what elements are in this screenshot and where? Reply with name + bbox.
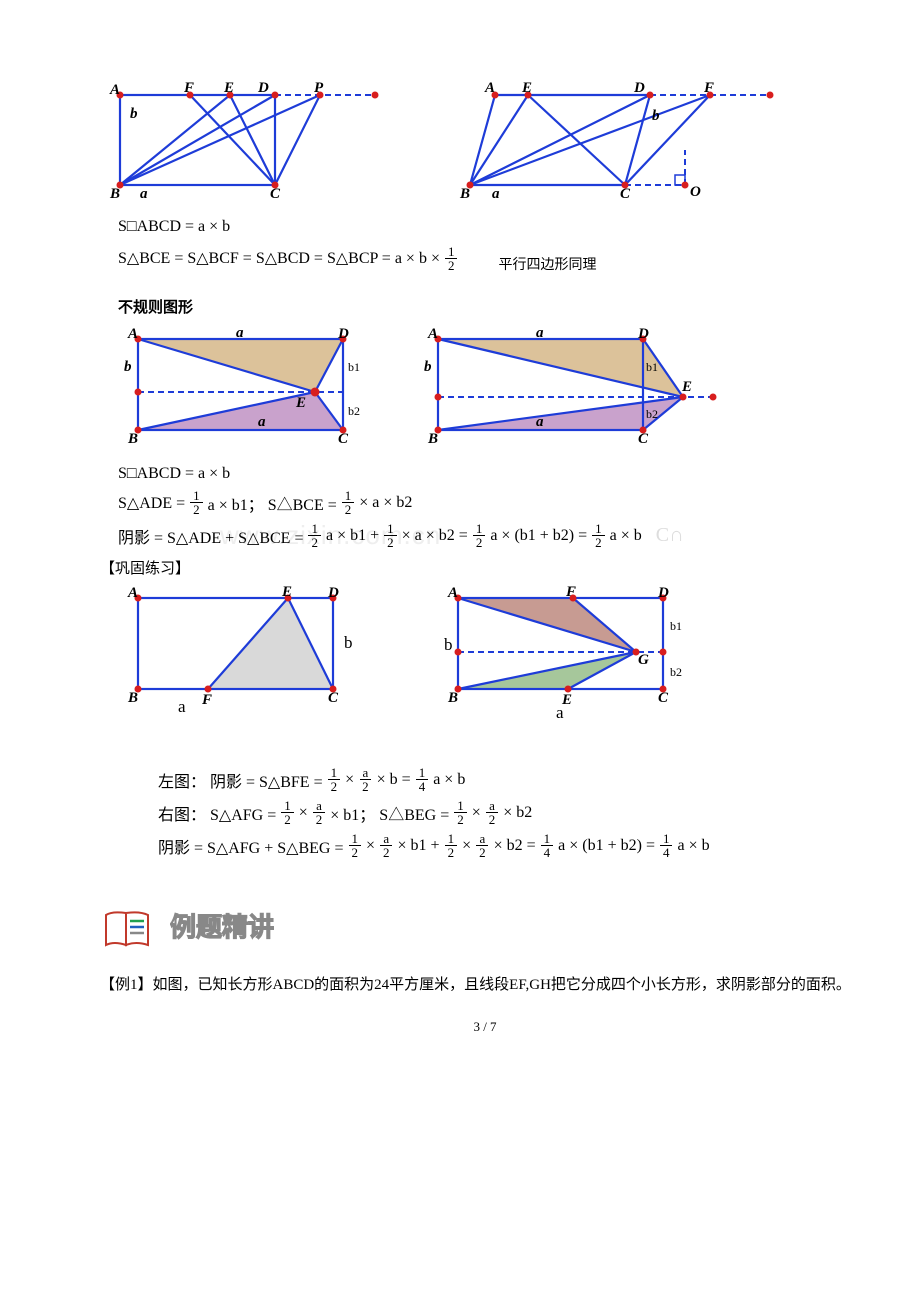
label-a: a	[140, 186, 148, 200]
book-icon	[100, 905, 156, 951]
svg-text:B: B	[459, 186, 470, 200]
svg-text:B: B	[127, 431, 138, 447]
label-C: C	[270, 186, 281, 200]
svg-text:E: E	[295, 395, 306, 411]
svg-text:F: F	[201, 692, 212, 708]
f1b: S△BCE = S△BCF = S△BCD = S△BCP = a × b ×	[118, 248, 440, 268]
svg-text:A: A	[447, 586, 458, 601]
svg-text:b: b	[124, 359, 132, 375]
label-A: A	[109, 82, 120, 98]
svg-text:E: E	[281, 586, 292, 600]
label-D: D	[257, 80, 269, 96]
row-2-diagrams: A B C D E a a b b1 b2 A B C D E a a b b1…	[118, 327, 870, 447]
frac-half-1: 12	[445, 245, 458, 272]
label-b: b	[130, 106, 138, 122]
label-B: B	[109, 186, 120, 200]
svg-text:例题精讲: 例题精讲	[170, 913, 274, 942]
diagram-prac-left: A B C D E F a b	[118, 586, 378, 716]
svg-text:a: a	[236, 327, 244, 341]
svg-text:a: a	[536, 414, 544, 430]
svg-text:A: A	[127, 586, 138, 601]
formula-block-1: S□ABCD = a × b S△BCE = S△BCF = S△BCD = S…	[118, 218, 870, 274]
svg-text:C: C	[638, 431, 649, 447]
svg-text:D: D	[633, 80, 645, 96]
svg-text:C: C	[338, 431, 349, 447]
svg-text:B: B	[427, 431, 438, 447]
svg-text:D: D	[637, 327, 649, 342]
example-1-text: 【例1】如图，已知长方形ABCD的面积为24平方厘米，且线段EF,GH把它分成四…	[100, 973, 870, 999]
svg-text:b2: b2	[670, 665, 682, 679]
label-E: E	[223, 80, 234, 96]
svg-text:D: D	[337, 327, 349, 342]
svg-text:b1: b1	[670, 619, 682, 633]
heading-irregular: 不规则图形	[118, 296, 870, 317]
label-P: P	[314, 80, 324, 96]
svg-text:F: F	[703, 80, 714, 96]
svg-text:b: b	[424, 359, 432, 375]
svg-text:C: C	[620, 186, 631, 200]
svg-text:b: b	[344, 633, 353, 652]
svg-text:a: a	[258, 414, 266, 430]
diagram-irr-left: A B C D E a a b b1 b2	[118, 327, 378, 447]
diagram-para-1: A B C D E F O a b	[450, 80, 780, 200]
svg-text:b: b	[652, 108, 660, 124]
svg-text:E: E	[681, 379, 692, 395]
svg-text:a: a	[536, 327, 544, 341]
section-header: 例题精讲	[100, 905, 870, 951]
diagram-irr-right: A B C D E a a b b1 b2	[418, 327, 718, 447]
svg-text:B: B	[447, 690, 458, 706]
side-note-1: 平行四边形同理	[498, 254, 596, 274]
row-3-diagrams: A B C D E F a b A B C D E F G b a b1 b2	[118, 586, 870, 726]
svg-text:C: C	[328, 690, 339, 706]
f1a: S□ABCD = a × b	[118, 218, 230, 235]
svg-text:C: C	[658, 690, 669, 706]
header-text: 例题精讲	[170, 908, 320, 948]
heading-practice: 【巩固练习】	[100, 557, 870, 578]
label-F: F	[183, 80, 194, 96]
svg-text:a: a	[178, 697, 186, 716]
svg-text:D: D	[657, 586, 669, 601]
svg-text:A: A	[427, 327, 438, 342]
svg-text:D: D	[327, 586, 339, 601]
svg-text:A: A	[127, 327, 138, 342]
svg-text:b2: b2	[348, 404, 360, 418]
svg-text:F: F	[565, 586, 576, 600]
svg-text:E: E	[521, 80, 532, 96]
svg-text:B: B	[127, 690, 138, 706]
diagram-rect-1: A B C D E F P a b	[100, 80, 390, 200]
svg-text:b: b	[444, 635, 453, 654]
svg-text:G: G	[638, 652, 649, 668]
row-1-diagrams: A B C D E F P a b A B C D E F O a b	[100, 80, 870, 200]
diagram-prac-right: A B C D E F G b a b1 b2	[438, 586, 718, 726]
svg-text:b1: b1	[348, 360, 360, 374]
svg-text:a: a	[556, 703, 564, 722]
svg-text:a: a	[492, 186, 500, 200]
svg-text:b1: b1	[646, 360, 658, 374]
svg-text:b2: b2	[646, 407, 658, 421]
svg-text:O: O	[690, 184, 701, 200]
svg-text:A: A	[484, 80, 495, 96]
page-number: 3 / 7	[100, 1019, 870, 1035]
formula-block-2: S□ABCD = a × b S△ADE = 12 a × b1； S△BCE …	[118, 465, 870, 549]
formula-block-3: 左图： 阴影 = S△BFE = 12 × a2 × b = 14 a × b …	[158, 766, 870, 859]
